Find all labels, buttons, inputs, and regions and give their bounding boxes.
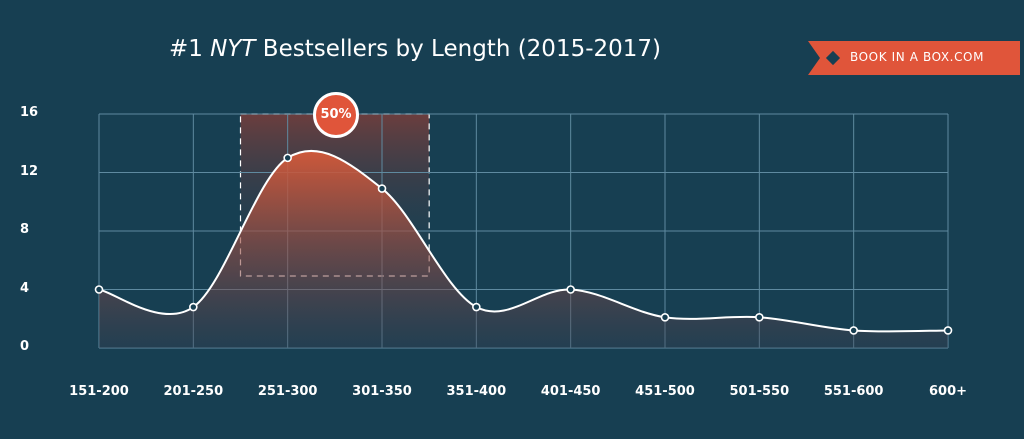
y-tick-label: 12 — [20, 163, 39, 179]
chart-title: #1 NYT Bestsellers by Length (2015-2017) — [0, 36, 830, 62]
data-point-351-400 — [472, 302, 481, 312]
x-tick-label: 401-450 — [540, 384, 601, 399]
x-tick-label: 600+ — [928, 384, 968, 399]
y-tick-label: 8 — [20, 222, 30, 237]
data-point-600plus — [943, 326, 953, 335]
data-point-201-250 — [189, 302, 198, 312]
title-part-1: #1 — [168, 36, 211, 62]
y-tick-label: 4 — [20, 280, 30, 296]
brand-label: BOOK IN A BOX.COM — [850, 50, 985, 64]
x-tick-label: 551-600 — [823, 384, 884, 399]
data-points — [94, 153, 953, 335]
y-tick-label: 0 — [20, 339, 30, 354]
brand-ribbon — [808, 41, 1020, 75]
data-point-501-550 — [755, 312, 764, 322]
data-point-451-500 — [660, 312, 670, 322]
highlight-callout-badge: 50% — [313, 92, 359, 138]
x-tick-label: 451-500 — [635, 384, 695, 399]
title-part-2: Bestsellers by Length (2015-2017) — [255, 36, 662, 62]
x-tick-label: 201-250 — [163, 384, 224, 399]
data-point-551-600 — [849, 326, 858, 335]
x-tick-label: 351-400 — [446, 384, 507, 399]
data-point-151-200 — [94, 285, 104, 294]
x-tick-label: 151-200 — [69, 384, 129, 399]
data-point-301-350 — [377, 184, 387, 193]
x-tick-label: 251-300 — [257, 384, 318, 399]
series-line — [98, 149, 949, 333]
data-point-251-300 — [283, 153, 292, 163]
x-tick-label: 501-550 — [729, 384, 790, 399]
title-emphasis: NYT — [210, 36, 256, 62]
x-tick-label: 301-350 — [352, 384, 412, 399]
data-point-401-450 — [566, 285, 575, 294]
series-area — [99, 150, 948, 348]
y-tick-label: 16 — [20, 105, 39, 120]
